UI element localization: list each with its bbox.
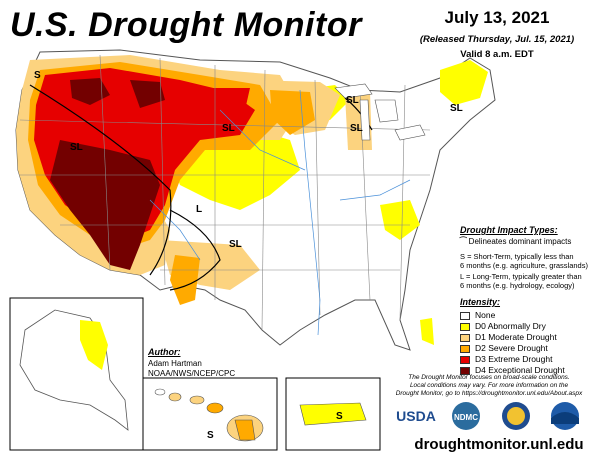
legend-item: D3 Extreme Drought [460, 354, 552, 364]
site-url[interactable]: droughtmonitor.unl.edu [414, 436, 584, 453]
doc-seal [502, 402, 530, 430]
puerto-rico-shape [299, 402, 367, 426]
legend-item: D4 Exceptional Drought [460, 365, 565, 375]
svg-text:NDMC: NDMC [454, 413, 478, 422]
hawaii-islands [154, 388, 264, 442]
label-sl-wisconsin: SL [350, 123, 363, 134]
label-s-puertorico: S [336, 411, 343, 422]
page-title: U.S. Drought Monitor [10, 6, 362, 44]
legend-swatch [460, 322, 470, 331]
alaska-d0 [80, 320, 108, 370]
impact-lines [29, 84, 373, 291]
label-s-oregon: S [34, 70, 41, 81]
valid-time: Valid 8 a.m. EDT [460, 49, 534, 60]
author-name: Adam Hartman [148, 359, 202, 368]
d4-regions [50, 78, 165, 270]
label-sl-california: SL [70, 142, 83, 153]
label-sl-newengland: SL [450, 103, 463, 114]
intensity-title: Intensity: [460, 297, 501, 307]
great-lakes [334, 83, 426, 141]
date: July 13, 2021 [444, 8, 550, 27]
legend-label: D1 Moderate Drought [475, 332, 557, 342]
impact-types-title: Drought Impact Types: [460, 225, 558, 235]
author-title: Author: [148, 347, 181, 357]
label-sl-dakota: SL [222, 123, 235, 134]
legend-label: D4 Exceptional Drought [475, 365, 565, 375]
legend-label: D2 Severe Drought [475, 343, 548, 353]
author-org: NOAA/NWS/NCEP/CPC [148, 369, 236, 378]
legend-item: D0 Abnormally Dry [460, 321, 546, 331]
impact-line-icon: ⁀ [460, 237, 467, 246]
released-date: (Released Thursday, Jul. 15, 2021) [419, 34, 575, 45]
legend-label: None [475, 310, 496, 320]
rivers [149, 89, 411, 336]
label-sl-minnesota: SL [346, 95, 359, 106]
label-s-hawaii: S [207, 430, 214, 441]
disclaimer: The Drought Monitor focuses on broad-sca… [395, 374, 583, 397]
usda-logo: USDA [396, 405, 436, 427]
legend-swatch [460, 366, 470, 375]
legend-swatch [460, 355, 470, 364]
legend-item: None [460, 310, 495, 320]
legend-swatch [460, 344, 470, 353]
legend-item: D1 Moderate Drought [460, 332, 557, 342]
legend-swatch [460, 333, 470, 342]
label-l-colorado: L [196, 204, 202, 215]
impact-delineates: ⁀ Delineates dominant impacts [460, 237, 572, 246]
label-sl-oklahoma: SL [229, 239, 242, 250]
legend-label: D0 Abnormally Dry [475, 321, 546, 331]
short-term-note: S = Short-Term, typically less than 6 mo… [460, 252, 588, 270]
legend-label: D3 Extreme Drought [475, 354, 553, 364]
svg-text:USDA: USDA [396, 408, 436, 424]
ndmc-logo: NDMC [452, 402, 480, 430]
legend-swatch [460, 311, 470, 320]
long-term-note: L = Long-Term, typically greater than 6 … [460, 272, 582, 290]
legend-item: D2 Severe Drought [460, 343, 548, 353]
noaa-logo [551, 402, 579, 430]
